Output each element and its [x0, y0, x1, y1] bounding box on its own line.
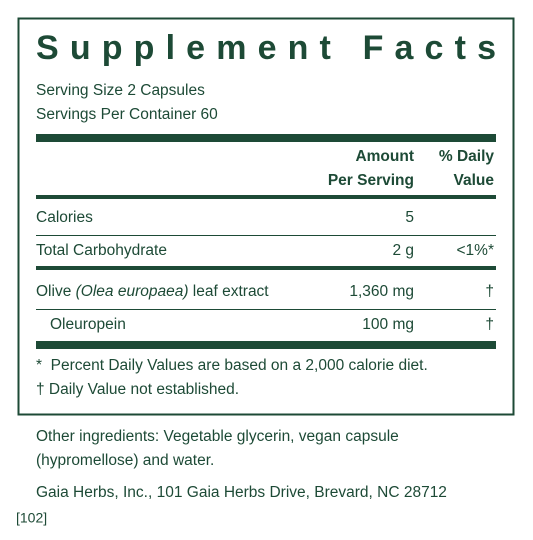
medium-rule — [36, 266, 496, 270]
name-part: leaf extract — [189, 283, 270, 300]
row-daily-value: <1%* — [457, 242, 495, 259]
servings-per-container: Servings Per Container 60 — [36, 106, 218, 123]
row-amount: 1,360 mg — [349, 283, 414, 300]
footnote: † Daily Value not established. — [36, 381, 239, 398]
other-ingredients: Other ingredients: Vegetable glycerin, v… — [36, 428, 399, 445]
title: Supplement Facts — [36, 29, 496, 67]
serving-size: Serving Size 2 Capsules — [36, 82, 205, 99]
footnote: * Percent Daily Values are based on a 2,… — [36, 357, 428, 374]
name-part-italic: (Olea europaea) — [76, 283, 189, 300]
row-amount: 5 — [405, 209, 414, 226]
name-part: Olive — [36, 283, 76, 300]
thick-rule — [36, 341, 496, 349]
thick-rule — [36, 134, 496, 142]
label-border — [17, 17, 515, 416]
other-ingredients: (hypromellose) and water. — [36, 452, 214, 469]
manufacturer: Gaia Herbs, Inc., 101 Gaia Herbs Drive, … — [36, 484, 447, 501]
row-name: Calories — [36, 209, 93, 226]
row-name: Olive (Olea europaea) leaf extract — [36, 283, 269, 300]
daily-value-header: % Daily — [439, 148, 495, 165]
row-name: Total Carbohydrate — [36, 242, 167, 259]
row-daily-value: † — [485, 316, 494, 333]
amount-header: Per Serving — [328, 172, 414, 189]
row-amount: 2 g — [392, 242, 414, 259]
code: [102] — [16, 510, 47, 526]
amount-header: Amount — [355, 148, 414, 165]
daily-value-header: Value — [454, 172, 495, 189]
row-daily-value: † — [485, 283, 494, 300]
medium-rule — [36, 195, 496, 199]
row-name: Oleuropein — [50, 316, 126, 333]
row-amount: 100 mg — [362, 316, 414, 333]
